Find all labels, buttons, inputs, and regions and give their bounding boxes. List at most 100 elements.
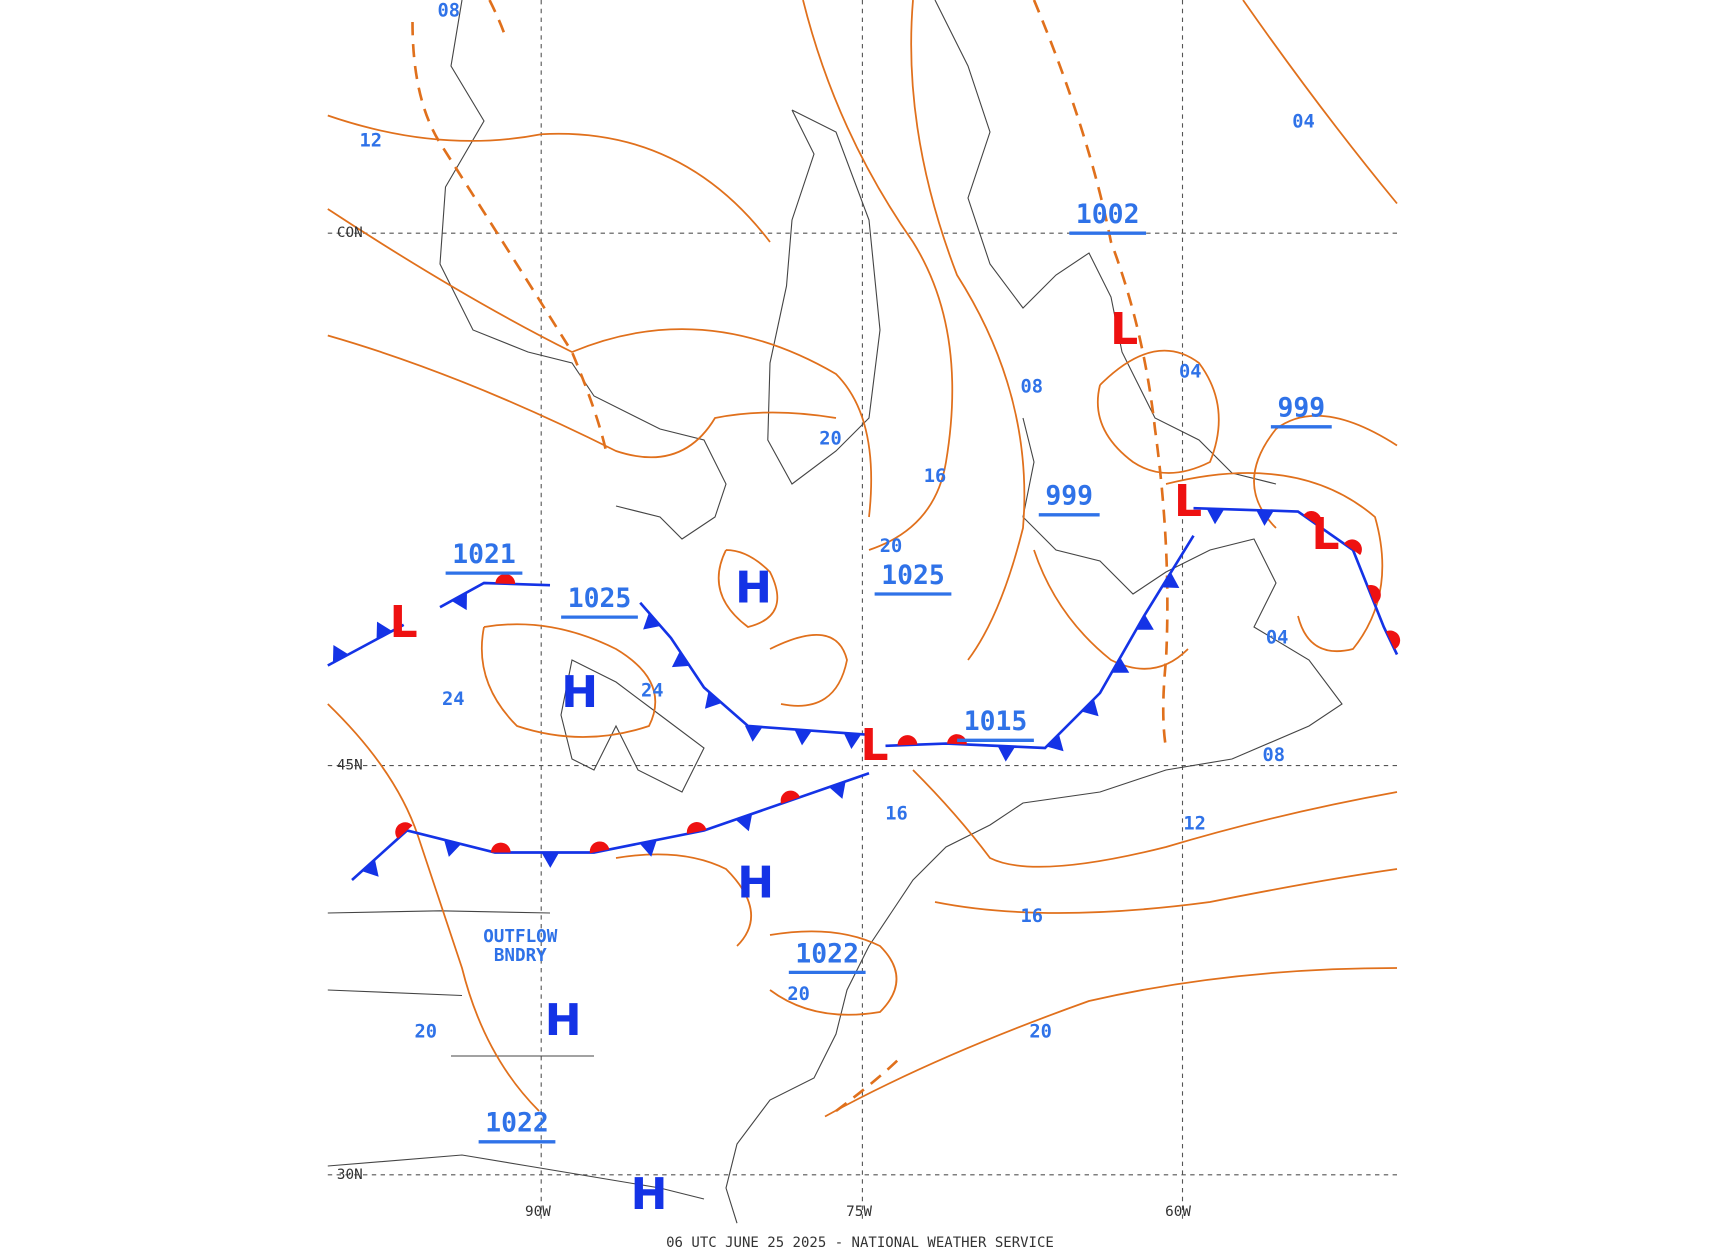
isobar: [717, 549, 848, 707]
warm-front-pip: [1343, 539, 1362, 555]
warm-front-pip: [589, 841, 610, 854]
low-center: L: [1174, 476, 1202, 527]
central-pressure: 1022: [795, 938, 859, 969]
boundary: [327, 910, 705, 1200]
isobar: [769, 930, 898, 1016]
isobar-label: 20: [880, 536, 903, 557]
fronts: [327, 506, 1401, 881]
coastline: [767, 109, 881, 485]
isobars: [327, 0, 1398, 1118]
front-line: [439, 581, 551, 609]
isobar-label: 08: [438, 1, 461, 22]
map-area: L L L L L H H H H H 1021 1025 1025 1002 999 999 1015 1022…: [327, 0, 1401, 1224]
coastline: [934, 0, 1277, 485]
central-pressure: 1021: [452, 539, 516, 570]
isobar: [1253, 414, 1398, 529]
labels: L L L L L H H H H H 1021 1025 1025 1002 999 999 1015 1022…: [337, 1, 1340, 1221]
high-center: H: [561, 667, 598, 718]
grid-label: 90W: [525, 1204, 551, 1220]
warm-front-pip: [395, 822, 413, 839]
central-pressure: 1025: [568, 583, 632, 614]
cold-front-pip: [444, 839, 462, 857]
cold-front-pip: [744, 725, 763, 742]
cold-front-pip: [997, 745, 1016, 762]
isobar-label: 16: [924, 466, 947, 487]
cold-front-pip: [1136, 614, 1154, 630]
cold-front-pip: [829, 781, 846, 799]
high-center: H: [545, 995, 582, 1046]
isobar: [1033, 549, 1189, 670]
warm-front-pip: [897, 735, 918, 746]
isobar: [824, 967, 1398, 1118]
cold-front-pip: [794, 729, 812, 746]
isobar-label: 08: [1263, 745, 1286, 766]
warm-front-pip: [495, 573, 516, 585]
isobar: [802, 0, 954, 551]
high-center: H: [631, 1169, 668, 1220]
cold-front-pip: [1046, 734, 1064, 752]
isobar-label: 20: [819, 428, 842, 449]
central-pressure: 1002: [1076, 199, 1140, 230]
cold-front-pip: [843, 732, 862, 749]
warm-front-pip: [780, 790, 800, 804]
cold-front-pip: [376, 621, 393, 640]
central-pressure: 999: [1045, 481, 1093, 512]
front-line: [1193, 506, 1399, 656]
grid-label: 60W: [1165, 1204, 1191, 1220]
grid-label: 75W: [846, 1204, 872, 1220]
front-line: [639, 601, 870, 737]
warm-front-pip: [686, 822, 707, 834]
central-pressure: 1015: [964, 706, 1028, 737]
trough: [835, 1055, 903, 1113]
isobar-label: 24: [442, 689, 465, 710]
isobar: [327, 208, 873, 518]
isobar: [327, 703, 540, 1112]
low-center: L: [390, 597, 418, 648]
cold-front-pip: [735, 813, 753, 832]
low-center: L: [1110, 304, 1138, 355]
annotation: OUTFLOW: [483, 927, 558, 947]
isobar-label: 16: [1021, 906, 1044, 927]
isobar: [1096, 349, 1220, 474]
isobar-label: 20: [1029, 1021, 1052, 1042]
isobar-label: 20: [787, 984, 810, 1005]
cold-front-pip: [671, 651, 690, 668]
troughs: [411, 0, 1169, 1113]
cold-front-pip: [1256, 510, 1274, 526]
front-line: [351, 772, 870, 881]
central-pressure: 999: [1277, 393, 1325, 424]
grid-label: CON: [337, 225, 363, 241]
isobar-label: 04: [1292, 112, 1315, 133]
isobar-label: 04: [1266, 628, 1289, 649]
cold-front-pip: [361, 859, 379, 877]
isobar: [1165, 472, 1384, 653]
isobar: [327, 334, 837, 459]
trough: [1032, 0, 1169, 749]
cold-front-pip: [1206, 508, 1225, 525]
coastline: [725, 417, 1343, 1224]
cold-front-pip: [639, 839, 657, 857]
isobar: [480, 623, 657, 738]
cold-front-pip: [541, 852, 560, 868]
isobar-label: 20: [414, 1021, 437, 1042]
low-center: L: [860, 720, 888, 771]
isobar-label: 24: [641, 680, 664, 701]
isobar-label: 08: [1021, 377, 1044, 398]
isobar: [934, 868, 1398, 914]
isobar-label: 12: [359, 130, 382, 151]
cold-front-pip: [1161, 572, 1180, 588]
isobar-label: 04: [1179, 361, 1202, 382]
isobar-label: 12: [1183, 813, 1206, 834]
cold-front-pip: [704, 691, 722, 709]
cold-front-pip: [1081, 699, 1099, 717]
footer: 06 UTC JUNE 25 2025 - NATIONAL WEATHER S…: [666, 1235, 1054, 1251]
isobar: [615, 853, 752, 947]
cold-front-pip: [643, 612, 661, 630]
cold-front-pip: [451, 592, 467, 611]
front-line: [885, 535, 1195, 750]
central-pressure: 1022: [485, 1108, 549, 1139]
cold-front-pip: [332, 645, 349, 663]
low-center: L: [1311, 509, 1339, 560]
trough: [411, 21, 609, 457]
grid-label: 30N: [337, 1167, 363, 1183]
